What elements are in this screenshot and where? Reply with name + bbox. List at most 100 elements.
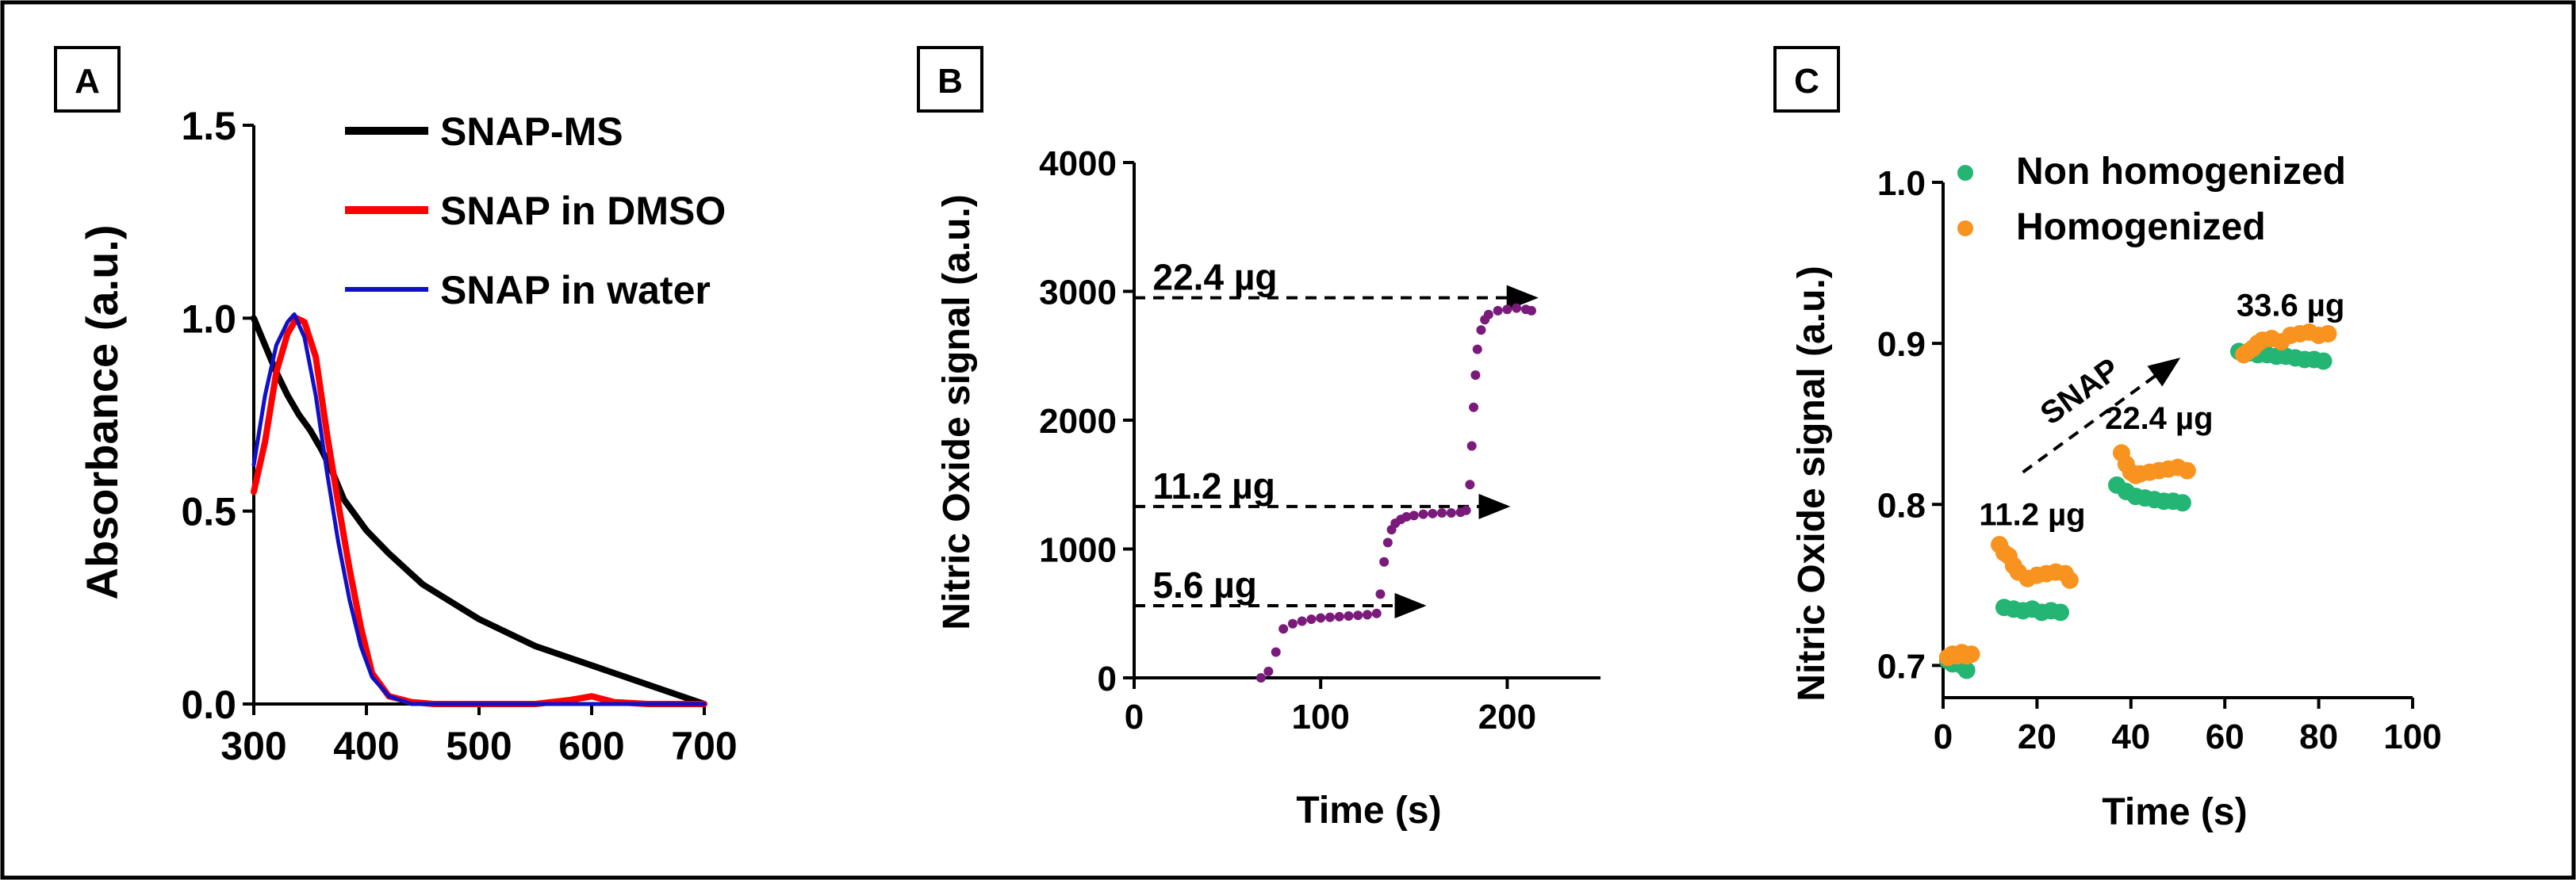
- panel-a-y-tick-label: 0.0: [181, 683, 236, 727]
- panel-b-point: [1271, 647, 1281, 657]
- panel-b-y-tick-label: 2000: [1039, 402, 1117, 441]
- panel-c-legend-label: Non homogenized: [2016, 151, 2346, 193]
- panel-b-point: [1526, 305, 1536, 316]
- panel-a-series-line: [251, 312, 707, 706]
- panel-b-y-tick-label: 1000: [1039, 531, 1117, 570]
- panel-b-annotation: 22.4 µg: [1153, 257, 1278, 298]
- panel-a-x-tick-label: 600: [558, 724, 624, 768]
- panel-a-legend-label: SNAP in DMSO: [440, 189, 726, 233]
- panel-a-x-tick-label: 400: [333, 724, 399, 768]
- panel-b-point: [1316, 613, 1326, 623]
- panel-b-label: B: [937, 62, 963, 101]
- panel-b-point: [1353, 610, 1363, 621]
- panel-c-label: C: [1794, 62, 1819, 101]
- panel-b-annotation: 5.6 µg: [1153, 564, 1257, 606]
- panel-b-x-tick-label: 200: [1478, 698, 1536, 737]
- panel-a-y-tick-label: 0.5: [181, 490, 236, 534]
- panel-c-y-tick-label: 0.9: [1877, 325, 1926, 364]
- panel-b-point: [1363, 610, 1372, 620]
- panel-b-point: [1344, 611, 1354, 621]
- panel-b-point: [1334, 611, 1344, 622]
- panel-b-point: [1375, 589, 1386, 599]
- panel-b-point: [1379, 557, 1390, 567]
- panel-a-x-tick-label: 500: [446, 724, 512, 768]
- panel-b-ylabel: Nitric Oxide signal (a.u.): [936, 194, 978, 629]
- panel-c-point: [2052, 603, 2069, 622]
- panel-c-point: [1962, 645, 1980, 664]
- panel-b-point: [1382, 538, 1393, 548]
- panel-b-point: [1512, 303, 1522, 313]
- panel-c-point: [2319, 324, 2337, 342]
- panel-b-point: [1461, 505, 1471, 515]
- panel-b-point: [1263, 666, 1274, 676]
- panel-a-legend-label: SNAP-MS: [440, 109, 623, 154]
- panel-c-y-tick-label: 1.0: [1877, 164, 1926, 203]
- panel-c-y-tick-label: 0.7: [1877, 647, 1926, 686]
- panel-c-x-tick-label: 60: [2206, 717, 2244, 756]
- panel-c-x-tick-label: 100: [2383, 717, 2441, 756]
- panel-b-point: [1324, 612, 1335, 622]
- panel-c-x-tick-label: 20: [2018, 717, 2057, 756]
- panel-c-xlabel: Time (s): [2102, 791, 2247, 833]
- panel-b-point: [1483, 309, 1493, 319]
- panel-a-ylabel: Absorbance (a.u.): [77, 225, 127, 600]
- panel-c-label-box: [1773, 46, 1840, 113]
- panel-c-legend-marker: [1957, 220, 1973, 236]
- panel-b-point: [1469, 402, 1479, 412]
- panel-c-x-tick-label: 0: [1934, 717, 1953, 756]
- panel-a-x-tick-label: 300: [220, 724, 286, 768]
- panel-b-xlabel: Time (s): [1296, 790, 1441, 832]
- panel-c-point: [1957, 661, 1976, 679]
- panel-c-point: [2178, 461, 2196, 480]
- panel-a-label: A: [75, 62, 100, 101]
- panel-b-point: [1401, 511, 1412, 522]
- panel-b-point: [1466, 441, 1477, 451]
- panel-c-annotation: 33.6 µg: [2237, 289, 2344, 323]
- panel-b-point: [1409, 511, 1419, 521]
- panel-a-y-tick-label: 1.5: [181, 104, 236, 148]
- panel-b-point: [1306, 614, 1317, 625]
- panel-b-point: [1476, 325, 1486, 335]
- panel-b-point: [1287, 618, 1298, 629]
- panel-c-legend-marker: [1957, 165, 1973, 181]
- panel-b-point: [1502, 304, 1512, 315]
- panel-b-point: [1465, 480, 1475, 490]
- panel-b-point: [1255, 673, 1266, 683]
- panel-b-y-tick-label: 0: [1098, 660, 1117, 698]
- panel-c-annotation: 22.4 µg: [2105, 401, 2213, 436]
- panel-c-x-tick-label: 40: [2111, 717, 2150, 756]
- panel-c-ylabel: Nitric Oxide signal (a.u.): [1791, 266, 1833, 701]
- panel-b-y-tick-label: 4000: [1039, 144, 1117, 183]
- panel-c-y-tick-label: 0.8: [1877, 486, 1926, 525]
- panel-b: B Nitric Oxide signal (a.u.) Time (s) 0 1…: [917, 46, 1600, 832]
- panel-a: A Absorbance (a.u.) 0.0 0.5 1.0 1.5 300 400 50…: [54, 46, 738, 768]
- panel-a-legend-label: SNAP in water: [440, 268, 711, 312]
- panel-b-point: [1297, 616, 1307, 626]
- panel-b-point: [1472, 344, 1482, 354]
- panel-b-annotation: 11.2 µg: [1153, 465, 1275, 507]
- panel-b-point: [1437, 508, 1447, 518]
- panel-b-point: [1418, 509, 1428, 519]
- panel-b-y-tick-label: 3000: [1039, 274, 1117, 312]
- panel-b-point: [1371, 608, 1382, 618]
- panel-b-x-tick-label: 0: [1125, 698, 1144, 737]
- panel-a-x-tick-label: 700: [671, 724, 737, 768]
- panel-a-series-line: [251, 315, 707, 707]
- panel-b-point: [1470, 370, 1481, 381]
- panel-c-point: [2314, 352, 2333, 370]
- panel-b-point: [1446, 508, 1456, 518]
- panel-c: C Nitric Oxide signal (a.u.) Time (s) 0.…: [1773, 46, 2442, 833]
- panel-c-point: [2173, 494, 2191, 512]
- panel-a-series-line: [251, 315, 707, 707]
- panel-b-point: [1278, 624, 1289, 634]
- panel-b-label-box: [917, 46, 983, 113]
- panel-a-y-tick-label: 1.0: [181, 297, 236, 341]
- panel-c-x-tick-label: 80: [2299, 717, 2338, 756]
- panel-a-label-box: [54, 46, 121, 113]
- panel-b-point: [1428, 508, 1438, 518]
- panel-b-point: [1493, 305, 1503, 316]
- panel-c-annotation: 11.2 µg: [1979, 498, 2085, 533]
- panel-b-x-tick-label: 100: [1291, 698, 1349, 737]
